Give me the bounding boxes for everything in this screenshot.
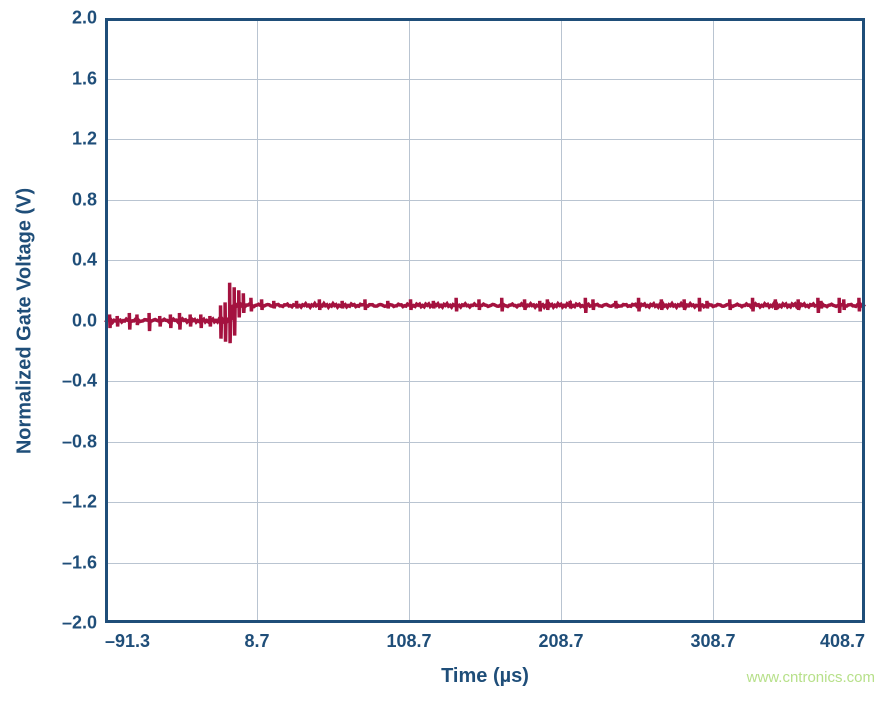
y-tick-label: –1.2 bbox=[62, 492, 105, 513]
series-gate-voltage bbox=[105, 283, 865, 344]
y-tick-label: –1.6 bbox=[62, 552, 105, 573]
y-axis-title: Normalized Gate Voltage (V) bbox=[14, 187, 37, 453]
y-tick-label: 0.0 bbox=[72, 310, 105, 331]
watermark-text: www.cntronics.com bbox=[747, 669, 875, 686]
y-tick-label: –0.4 bbox=[62, 371, 105, 392]
y-tick-label: –0.8 bbox=[62, 431, 105, 452]
x-tick-label: 108.7 bbox=[386, 623, 431, 652]
x-tick-label: 8.7 bbox=[244, 623, 269, 652]
x-tick-label: –91.3 bbox=[105, 623, 150, 652]
x-tick-label: 208.7 bbox=[538, 623, 583, 652]
y-tick-label: 0.4 bbox=[72, 250, 105, 271]
plot-area: –2.0–1.6–1.2–0.8–0.40.00.40.81.21.62.0 –… bbox=[105, 18, 865, 623]
y-tick-label: 2.0 bbox=[72, 8, 105, 29]
x-tick-label: 308.7 bbox=[690, 623, 735, 652]
data-series-svg bbox=[105, 18, 865, 623]
chart-container: –2.0 –1.6 –1.2 –0.8 –0.4 0.0 0.4 0.8 1.2 1.6 2.0 –… bbox=[0, 0, 887, 708]
x-tick-label: 408.7 bbox=[820, 623, 865, 652]
y-tick-label: 1.2 bbox=[72, 129, 105, 150]
x-axis-title: Time (µs) bbox=[441, 665, 529, 688]
y-tick-label: 0.8 bbox=[72, 189, 105, 210]
y-tick-label: –2.0 bbox=[62, 613, 105, 634]
y-tick-label: 1.6 bbox=[72, 68, 105, 89]
